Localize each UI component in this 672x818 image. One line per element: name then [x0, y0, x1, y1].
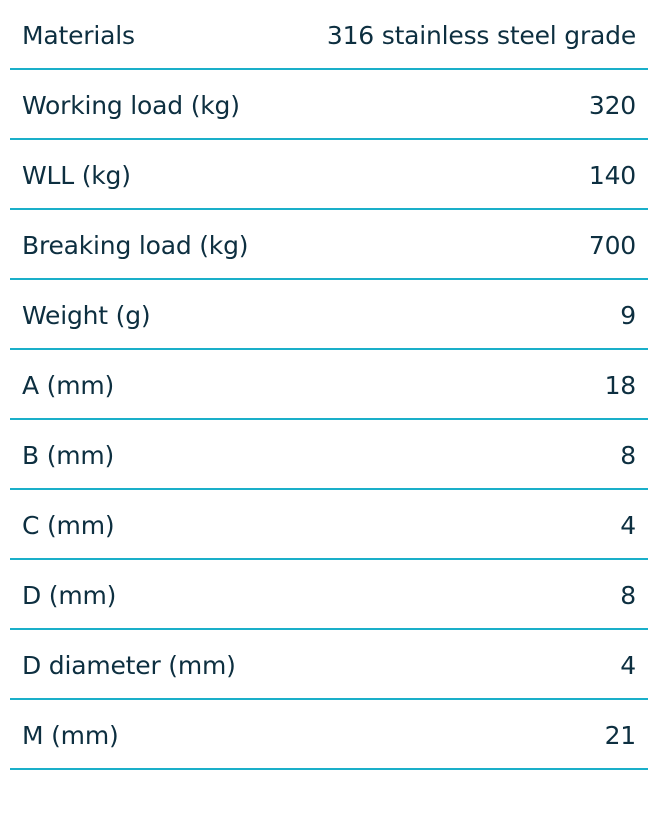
specifications-table: Materials 316 stainless steel grade Workin…	[10, 0, 648, 770]
spec-value: 140	[588, 160, 636, 190]
spec-value: 8	[620, 580, 636, 610]
spec-label: Materials	[22, 20, 135, 50]
spec-label: Weight (g)	[22, 300, 151, 330]
spec-value: 4	[620, 650, 636, 680]
spec-value: 4	[620, 510, 636, 540]
table-row: D (mm) 8	[10, 560, 648, 630]
spec-value: 700	[588, 230, 636, 260]
table-row: A (mm) 18	[10, 350, 648, 420]
spec-label: B (mm)	[22, 440, 115, 470]
table-row: C (mm) 4	[10, 490, 648, 560]
spec-label: WLL (kg)	[22, 160, 131, 190]
spec-label: Breaking load (kg)	[22, 230, 249, 260]
table-row: M (mm) 21	[10, 700, 648, 770]
table-row: WLL (kg) 140	[10, 140, 648, 210]
table-row: B (mm) 8	[10, 420, 648, 490]
spec-label: Working load (kg)	[22, 90, 240, 120]
table-row: D diameter (mm) 4	[10, 630, 648, 700]
spec-label: D diameter (mm)	[22, 650, 236, 680]
spec-label: A (mm)	[22, 370, 115, 400]
table-row: Materials 316 stainless steel grade	[10, 0, 648, 70]
spec-value: 21	[604, 720, 637, 750]
spec-value: 8	[620, 440, 636, 470]
table-row: Breaking load (kg) 700	[10, 210, 648, 280]
spec-label: D (mm)	[22, 580, 117, 610]
spec-label: C (mm)	[22, 510, 115, 540]
spec-value: 9	[620, 300, 636, 330]
spec-value: 320	[588, 90, 636, 120]
table-row: Weight (g) 9	[10, 280, 648, 350]
spec-value: 316 stainless steel grade	[326, 20, 636, 50]
spec-label: M (mm)	[22, 720, 119, 750]
table-row: Working load (kg) 320	[10, 70, 648, 140]
spec-value: 18	[604, 370, 637, 400]
